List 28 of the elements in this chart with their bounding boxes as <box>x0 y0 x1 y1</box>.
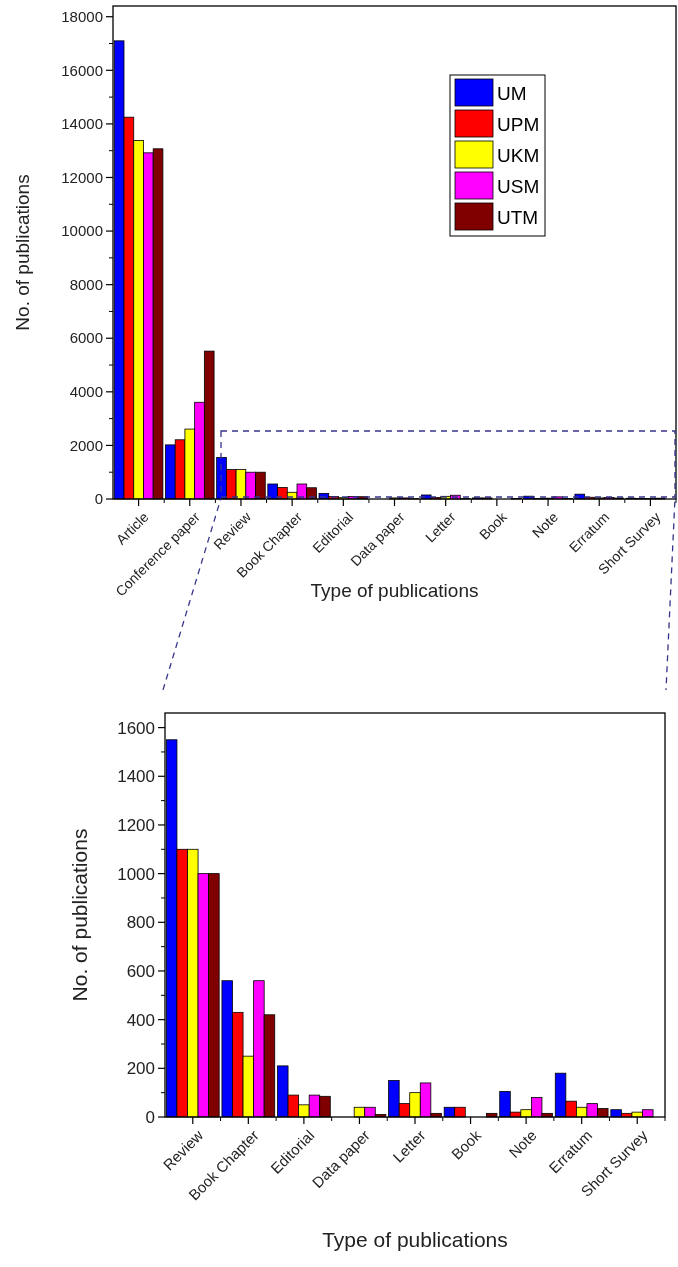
y-tick-label: 400 <box>126 1010 155 1030</box>
y-tick-label: 6000 <box>69 329 103 347</box>
x-axis-title: Type of publications <box>310 580 479 601</box>
y-tick-label: 8000 <box>69 275 103 293</box>
legend-label: UM <box>497 83 527 104</box>
y-tick-label: 14000 <box>61 115 103 133</box>
y-tick-label: 10000 <box>61 222 103 240</box>
y-tick-label: 1200 <box>117 815 155 835</box>
y-tick-label: 1600 <box>117 718 155 738</box>
y-tick-label: 12000 <box>61 168 103 186</box>
y-tick-label: 1400 <box>117 767 155 787</box>
y-tick-label: 0 <box>94 490 103 508</box>
y-tick-label: 2000 <box>69 436 103 454</box>
legend-label: UTM <box>497 207 539 228</box>
y-tick-label: 4000 <box>69 383 103 401</box>
y-tick-label: 18000 <box>61 7 103 25</box>
legend-label: UPM <box>497 114 540 135</box>
y-tick-label: 200 <box>126 1059 155 1079</box>
y-tick-label: 1000 <box>117 864 155 884</box>
legend-label: USM <box>497 176 540 197</box>
y-axis-title: No. of publications <box>11 174 33 331</box>
y-axis-title: No. of publications <box>68 828 92 1002</box>
y-tick-label: 16000 <box>61 61 103 79</box>
y-tick-label: 600 <box>126 961 155 981</box>
x-axis-title: Type of publications <box>322 1228 508 1251</box>
y-tick-label: 800 <box>126 913 155 933</box>
legend-label: UKM <box>497 145 540 166</box>
y-tick-label: 0 <box>145 1107 155 1127</box>
